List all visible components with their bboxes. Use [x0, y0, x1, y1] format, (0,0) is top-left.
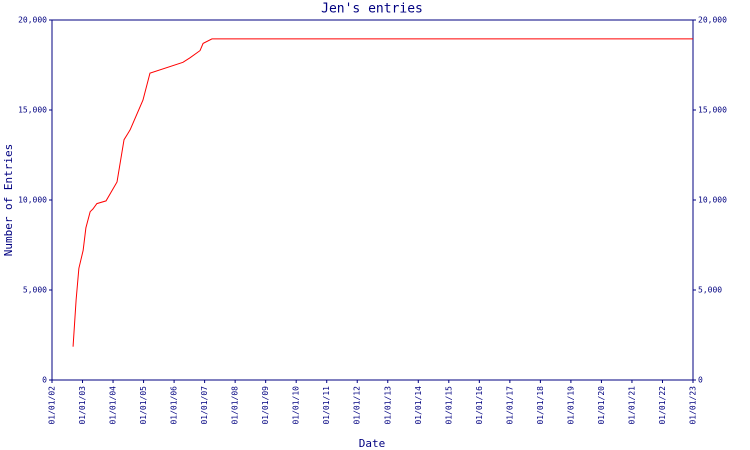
y-tick-label: 15,000 [18, 106, 47, 115]
x-tick-label: 01/01/12 [353, 386, 362, 425]
x-tick-label: 01/01/23 [689, 386, 698, 425]
y2-tick-label: 20,000 [698, 16, 727, 25]
x-tick-label: 01/01/21 [627, 386, 636, 425]
x-tick-label: 01/01/05 [139, 386, 148, 425]
x-tick-label: 01/01/06 [170, 386, 179, 425]
x-tick-label: 01/01/02 [48, 386, 57, 425]
y-tick-label: 0 [42, 376, 47, 385]
y2-tick-label: 5,000 [698, 286, 722, 295]
x-tick-label: 01/01/04 [109, 386, 118, 425]
x-tick-label: 01/01/08 [231, 386, 240, 425]
x-tick-label: 01/01/03 [78, 386, 87, 425]
x-tick-label: 01/01/20 [597, 386, 606, 425]
chart-title: Jen's entries [321, 2, 423, 17]
y2-tick-label: 0 [698, 376, 703, 385]
x-tick-label: 01/01/17 [505, 386, 514, 425]
x-tick-label: 01/01/13 [383, 386, 392, 425]
x-tick-label: 01/01/07 [200, 386, 209, 425]
plot-frame [51, 19, 694, 381]
y-axis-label: Number of Entries [2, 144, 15, 257]
y2-tick-label: 10,000 [698, 196, 727, 205]
x-tick-label: 01/01/11 [322, 386, 331, 425]
x-tick-label: 01/01/10 [292, 386, 301, 425]
y2-tick-label: 15,000 [698, 106, 727, 115]
x-tick-label: 01/01/16 [475, 386, 484, 425]
x-tick-label: 01/01/09 [261, 386, 270, 425]
line-series [72, 38, 693, 347]
x-tick-label: 01/01/15 [444, 386, 453, 425]
x-tick-label: 01/01/22 [658, 386, 667, 425]
y-tick-label: 20,000 [18, 16, 47, 25]
y-tick-label: 5,000 [23, 286, 47, 295]
y-tick-label: 10,000 [18, 196, 47, 205]
x-tick-label: 01/01/18 [536, 386, 545, 425]
x-tick-label: 01/01/19 [566, 386, 575, 425]
x-axis-label: Date [359, 437, 386, 450]
x-tick-label: 01/01/14 [414, 386, 423, 425]
